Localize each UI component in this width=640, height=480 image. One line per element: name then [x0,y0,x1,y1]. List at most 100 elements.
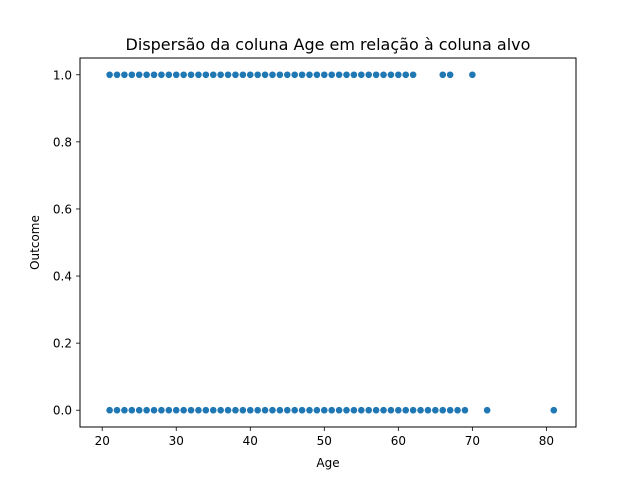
x-tick-label: 50 [317,434,332,448]
data-point [216,406,225,415]
y-tick-label: 0.6 [53,202,72,216]
data-point [483,406,492,415]
data-point [105,406,114,415]
y-tick-label: 0.8 [53,135,72,149]
data-point [453,406,462,415]
data-point [253,406,262,415]
data-point [164,70,173,79]
data-point [401,406,410,415]
data-point [409,70,418,79]
data-point [461,406,469,415]
data-point [261,70,269,79]
data-point [401,70,410,79]
data-point [409,406,418,415]
data-point [283,406,292,415]
y-tick-label: 0.0 [53,404,72,418]
data-point [379,70,388,79]
data-point [187,70,195,79]
data-point [438,70,447,79]
y-axis-label: Outcome [28,215,42,270]
y-tick-label: 0.2 [53,337,72,351]
data-point [246,70,255,79]
data-point [379,406,388,415]
data-points [105,70,558,415]
data-point [357,70,366,79]
data-point [201,70,210,79]
data-point [231,406,240,415]
data-point [187,406,195,415]
data-point [290,70,299,79]
data-point [372,406,381,415]
x-tick-label: 40 [243,434,258,448]
data-point [305,70,314,79]
data-point [238,70,247,79]
data-point [231,70,240,79]
data-point [320,70,329,79]
data-point [120,406,129,415]
data-point [327,70,336,79]
data-point [127,70,136,79]
data-point [179,406,188,415]
data-point [246,406,255,415]
data-point [224,70,232,79]
data-point [268,406,277,415]
data-point [468,70,477,79]
y-axis: 0.0 0.2 0.4 0.6 0.8 1.0 [53,68,80,418]
data-point [335,70,343,79]
data-point [209,406,218,415]
data-point [320,406,329,415]
data-point [416,406,425,415]
x-axis-label: Age [316,456,339,470]
data-point [113,70,121,79]
data-point [216,70,225,79]
data-point [290,406,299,415]
data-point [312,70,321,79]
data-point [201,406,210,415]
x-tick-label: 70 [465,434,480,448]
data-point [446,70,455,79]
data-point [135,70,144,79]
data-point [350,406,358,415]
data-point [157,406,166,415]
data-point [364,406,373,415]
data-point [142,70,151,79]
y-tick-label: 1.0 [53,68,72,82]
data-point [164,406,173,415]
data-point [394,70,403,79]
data-point [268,70,277,79]
data-point [253,70,262,79]
data-point [438,406,447,415]
data-point [142,406,151,415]
x-axis: 20 30 40 50 60 70 80 [95,427,554,448]
data-point [194,70,203,79]
data-point [342,406,351,415]
data-point [127,406,136,415]
data-point [150,70,158,79]
data-point [387,406,395,415]
data-point [275,70,284,79]
data-point [394,406,403,415]
data-point [298,406,306,415]
x-tick-label: 60 [391,434,406,448]
data-point [350,70,358,79]
data-point [357,406,366,415]
data-point [224,406,232,415]
data-point [424,406,432,415]
data-point [172,406,181,415]
data-point [431,406,440,415]
plot-frame [79,57,577,428]
data-point [172,70,181,79]
data-point [275,406,284,415]
data-point [549,406,558,415]
data-point [238,406,247,415]
data-point [327,406,336,415]
data-point [113,406,121,415]
x-tick-label: 20 [95,434,110,448]
x-tick-label: 80 [539,434,554,448]
data-point [209,70,218,79]
data-point [298,70,306,79]
chart-title: Dispersão da coluna Age em relação à col… [126,35,531,54]
data-point [305,406,314,415]
